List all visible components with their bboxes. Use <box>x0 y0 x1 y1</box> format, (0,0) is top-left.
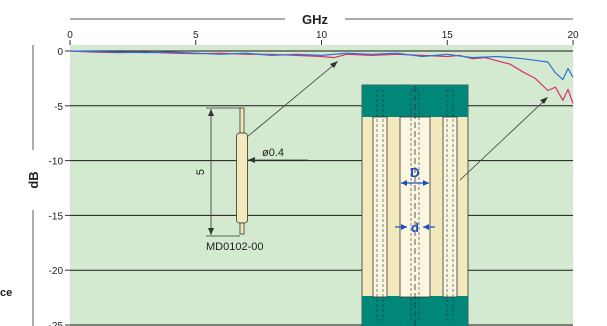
outer-diameter-arrow-left <box>401 180 407 186</box>
pin-length-arrow-top <box>208 109 214 116</box>
pin-upper-lead <box>239 107 245 134</box>
plot-area <box>70 45 573 326</box>
outer-diameter-label: D <box>410 165 419 180</box>
series-line-1 <box>69 50 574 104</box>
x-tick-label-2: 10 <box>316 30 328 41</box>
outer-diameter-arrow-right <box>423 180 429 186</box>
y-tick-label-2: -10 <box>49 157 64 168</box>
connector-pin-left <box>372 116 388 298</box>
series-lines <box>69 50 574 104</box>
pin-length-arrow-bottom <box>208 228 214 235</box>
x-tick-label-0: 0 <box>67 30 73 41</box>
pin-leader-arrowhead <box>330 61 338 68</box>
y-ticks: 0 -5 -10 -15 -20 -25 <box>49 47 70 326</box>
pin-leader-line <box>246 62 337 138</box>
connector-pin-right <box>442 116 458 298</box>
y-tick-label-3: -15 <box>49 211 64 222</box>
connector-leader-arrowhead <box>540 97 548 104</box>
y-tick-label-0: 0 <box>57 47 63 58</box>
pin-illustration: 5 ø0.4 MD0102-00 <box>195 61 338 253</box>
pin-length-label: 5 <box>195 169 207 175</box>
connector-cross-section: D d <box>361 84 548 326</box>
part-number-label: MD0102-00 <box>206 241 263 253</box>
x-tick-label-1: 5 <box>193 30 199 41</box>
y-tick-label-5: -25 <box>49 321 64 326</box>
y-axis-title: dB <box>26 171 41 188</box>
connector-pin-right-lead <box>446 89 454 321</box>
y-tick-label-1: -5 <box>54 102 63 113</box>
x-tick-label-4: 20 <box>567 30 579 41</box>
connector-leader-line <box>459 99 546 181</box>
pin-diameter-arrow <box>248 157 255 163</box>
pin-diameter-label: ø0.4 <box>262 147 284 159</box>
series-line-2 <box>69 50 574 81</box>
y-tick-label-4: -20 <box>49 266 64 277</box>
inner-diameter-label: d <box>411 220 419 235</box>
side-label-fragment: ce <box>0 287 12 299</box>
connector-pin-left-lead <box>376 89 384 321</box>
pin-lower-lead <box>239 222 245 235</box>
gridlines <box>70 50 573 326</box>
pin-body <box>236 132 248 224</box>
inner-diameter-arrow-right <box>423 224 429 230</box>
x-tick-label-3: 15 <box>442 30 454 41</box>
x-ticks: 0 5 10 15 20 <box>67 30 579 45</box>
x-axis-title: GHz <box>302 12 329 27</box>
inner-diameter-arrow-left <box>401 224 407 230</box>
